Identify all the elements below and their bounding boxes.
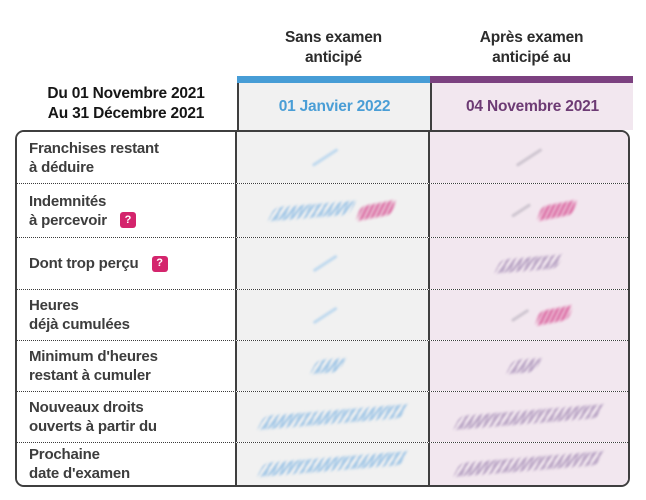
comparison-table-body: Franchises restant à déduire Indemnités …	[15, 130, 630, 487]
redacted-value-mark	[267, 200, 357, 221]
redacted-value	[430, 132, 628, 183]
table-row-heures-cumulees: Heures déjà cumulées	[17, 290, 628, 341]
redacted-value-mark	[256, 404, 409, 430]
redacted-value	[229, 238, 420, 289]
table-row-nouveaux-droits: Nouveaux droits ouverts à partir du	[17, 392, 628, 443]
cell-sans-examen	[237, 443, 430, 485]
row-label-line1: Dont trop perçu	[29, 255, 139, 272]
cell-sans-examen	[237, 184, 430, 237]
table-row-franchises: Franchises restant à déduire	[17, 132, 628, 184]
table-row-trop-percu: Dont trop perçu ?	[17, 238, 628, 290]
date-value: 01 Janvier 2022	[278, 97, 391, 115]
row-label-line1: Nouveaux droits	[29, 399, 144, 416]
column-header-line2: anticipé	[305, 49, 362, 66]
redacted-value-mark	[452, 404, 606, 430]
row-label-line2: à percevoir	[29, 211, 107, 229]
cell-sans-examen	[237, 290, 430, 340]
row-label: Franchises restant à déduire	[17, 132, 237, 183]
date-cell-apres-examen: 04 Novembre 2021	[430, 83, 633, 130]
row-label: Nouveaux droits ouverts à partir du	[17, 392, 237, 442]
row-label-line2: déjà cumulées	[29, 316, 130, 333]
table-row-indemnites: Indemnités à percevoir ?	[17, 184, 628, 238]
cell-apres-examen	[430, 184, 628, 237]
column-header-line1: Après examen	[479, 29, 584, 46]
redacted-value-mark	[536, 199, 577, 222]
column-header-line1: Sans examen	[285, 29, 382, 46]
redacted-value-mark	[510, 308, 529, 322]
redacted-value	[229, 132, 420, 183]
row-label-line2: à déduire	[29, 158, 94, 176]
redacted-value-mark	[515, 148, 543, 167]
row-label-line1: Heures	[29, 297, 79, 314]
row-label: Dont trop perçu ?	[17, 238, 237, 289]
cell-sans-examen	[237, 392, 430, 442]
redacted-value-mark	[534, 304, 573, 326]
redacted-value-mark	[493, 253, 565, 274]
redacted-value-mark	[256, 451, 409, 477]
redacted-value-mark	[312, 254, 337, 273]
row-label-line1: Minimum d'heures	[29, 348, 158, 365]
row-label: Minimum d'heures restant à cumuler	[17, 341, 237, 391]
redacted-value-mark	[452, 451, 606, 477]
redacted-value-mark	[510, 203, 531, 218]
row-label-line2: restant à cumuler	[29, 367, 151, 384]
row-label-line1: Indemnités	[29, 192, 107, 210]
row-label-line1: Franchises restant	[29, 139, 159, 157]
period-line2: Au 31 Décembre 2021	[47, 105, 205, 122]
period-line1: Du 01 Novembre 2021	[47, 85, 205, 102]
row-label: Indemnités à percevoir ?	[17, 184, 237, 237]
cell-sans-examen	[237, 132, 430, 183]
redacted-value-mark	[311, 148, 338, 167]
redacted-value	[442, 184, 628, 237]
cell-apres-examen	[430, 290, 628, 340]
cell-apres-examen	[430, 443, 628, 485]
row-label: Heures déjà cumulées	[17, 290, 237, 340]
cell-apres-examen	[430, 132, 628, 183]
redacted-value	[440, 290, 628, 340]
redacted-value	[237, 392, 428, 442]
purple-accent-bar	[430, 76, 633, 83]
table-row-minimum-heures: Minimum d'heures restant à cumuler	[17, 341, 628, 392]
period-label: Du 01 Novembre 2021 Au 31 Décembre 2021	[15, 84, 237, 124]
redacted-value	[232, 341, 423, 391]
redacted-value	[425, 341, 623, 391]
column-header-sans-examen: Sans examen anticipé	[237, 28, 430, 68]
redacted-value-mark	[309, 357, 346, 375]
redacted-value	[430, 238, 628, 289]
row-label-line2: ouverts à partir du	[29, 418, 157, 435]
redacted-value-mark	[505, 357, 543, 375]
redacted-value-mark	[356, 199, 396, 222]
redacted-value	[237, 443, 428, 485]
row-label: Prochaine date d'examen	[17, 443, 237, 485]
column-header-line2: anticipé au	[492, 49, 571, 66]
date-value: 04 Novembre 2021	[466, 97, 599, 115]
date-cell-sans-examen: 01 Janvier 2022	[237, 83, 430, 130]
column-header-apres-examen: Après examen anticipé au	[430, 28, 633, 68]
cell-apres-examen	[430, 341, 628, 391]
redacted-value	[237, 184, 428, 237]
row-label-line2: date d'examen	[29, 465, 131, 482]
redacted-value	[430, 392, 628, 442]
help-icon[interactable]: ?	[151, 255, 168, 272]
cell-sans-examen	[237, 341, 430, 391]
table-row-prochaine-date: Prochaine date d'examen	[17, 443, 628, 485]
cell-apres-examen	[430, 238, 628, 289]
blue-accent-bar	[237, 76, 430, 83]
redacted-value	[430, 443, 628, 485]
cell-sans-examen	[237, 238, 430, 289]
help-icon[interactable]: ?	[119, 212, 136, 228]
redacted-value	[229, 290, 420, 340]
cell-apres-examen	[430, 392, 628, 442]
redacted-value-mark	[312, 306, 337, 324]
row-label-line1: Prochaine	[29, 446, 100, 463]
